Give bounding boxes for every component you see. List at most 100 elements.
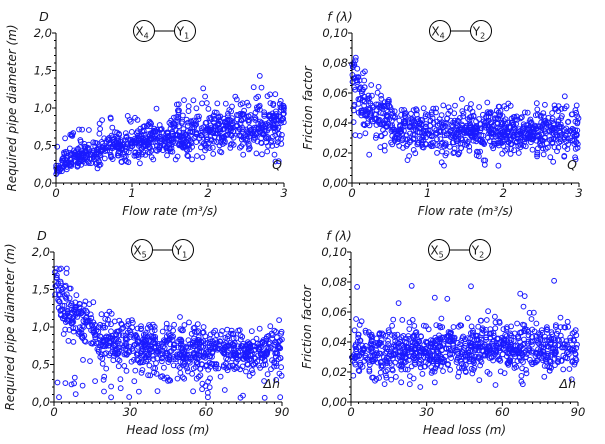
data-point	[480, 118, 487, 125]
data-point	[352, 343, 359, 350]
node-y-label: Y2	[472, 25, 485, 41]
data-point	[362, 352, 369, 359]
data-point	[96, 130, 103, 137]
data-point	[207, 331, 214, 338]
data-point	[412, 132, 418, 138]
y-axis-title: Required pipe diameter (m)	[5, 24, 19, 191]
data-point	[70, 339, 77, 345]
data-point	[261, 378, 268, 384]
data-point	[368, 337, 375, 344]
data-point	[572, 107, 579, 113]
data-point	[68, 159, 75, 166]
data-point	[572, 154, 578, 161]
data-point	[137, 160, 143, 167]
data-point	[239, 343, 246, 350]
data-point	[145, 372, 152, 379]
data-point	[95, 339, 102, 346]
data-point	[357, 362, 364, 369]
y-variable-label: f (λ)	[326, 228, 352, 243]
data-point	[534, 106, 541, 113]
data-point	[63, 270, 70, 276]
x-variable-label: Δh	[559, 376, 577, 391]
data-point	[502, 347, 509, 354]
data-point	[416, 358, 423, 365]
data-point	[174, 375, 181, 382]
data-point	[407, 130, 413, 137]
data-point	[187, 137, 194, 144]
x-variable-label: Δh	[263, 376, 281, 391]
data-point	[95, 328, 102, 335]
data-point	[388, 118, 395, 124]
data-point	[573, 102, 580, 109]
data-point	[221, 349, 228, 356]
data-point	[160, 147, 166, 154]
data-point	[214, 139, 220, 146]
y-tick-label: 0,02	[322, 146, 348, 160]
data-point	[533, 100, 540, 107]
data-point	[166, 325, 173, 332]
data-point	[62, 380, 69, 387]
x-axis-title: Head loss (m)	[126, 423, 209, 437]
data-point	[352, 355, 358, 362]
y-tick-label: 0,00	[322, 176, 348, 190]
data-point	[222, 334, 229, 341]
data-point	[492, 325, 499, 332]
data-point	[217, 113, 224, 120]
data-point	[457, 115, 463, 121]
data-point	[423, 349, 430, 355]
data-point	[217, 148, 223, 155]
data-point	[225, 356, 231, 363]
data-point	[357, 359, 364, 366]
data-point	[436, 121, 443, 127]
y-variable-label: D	[39, 9, 49, 24]
data-point	[383, 374, 390, 381]
data-point	[167, 377, 174, 384]
data-point	[417, 384, 424, 390]
data-point	[82, 298, 89, 305]
data-point	[413, 107, 420, 114]
data-point	[233, 354, 240, 361]
data-point	[387, 360, 393, 367]
data-point	[539, 329, 546, 336]
data-point	[439, 334, 446, 341]
data-point	[538, 327, 545, 334]
data-point	[194, 346, 201, 353]
data-point	[152, 365, 159, 372]
data-point	[441, 162, 447, 169]
data-point	[115, 142, 122, 148]
data-point	[129, 317, 135, 324]
data-point	[426, 127, 433, 134]
data-point	[86, 301, 93, 308]
data-point	[273, 377, 280, 383]
data-point	[565, 344, 572, 351]
data-point	[558, 105, 565, 112]
data-point	[499, 113, 506, 119]
data-point	[398, 361, 405, 368]
data-point	[103, 365, 110, 372]
data-point	[543, 130, 549, 137]
node-y-label: Y2	[471, 244, 484, 260]
data-point	[543, 119, 549, 126]
data-point	[232, 93, 239, 100]
data-point	[568, 376, 575, 383]
data-point	[409, 317, 416, 323]
data-point	[209, 144, 216, 151]
data-point	[70, 130, 77, 136]
data-point	[260, 337, 267, 343]
data-point	[552, 324, 559, 330]
data-point	[180, 343, 186, 349]
data-point	[421, 363, 428, 370]
x-tick-label: 0	[348, 186, 355, 200]
data-point	[206, 384, 213, 391]
data-point	[109, 145, 116, 152]
data-point	[149, 352, 156, 359]
data-point	[103, 336, 109, 343]
data-point	[361, 77, 368, 84]
data-point	[478, 139, 485, 146]
data-point	[196, 113, 202, 120]
data-point	[518, 378, 525, 385]
data-point	[267, 113, 274, 119]
data-point	[406, 381, 413, 388]
x-tick-label: 90	[571, 405, 586, 419]
data-point	[265, 122, 272, 129]
